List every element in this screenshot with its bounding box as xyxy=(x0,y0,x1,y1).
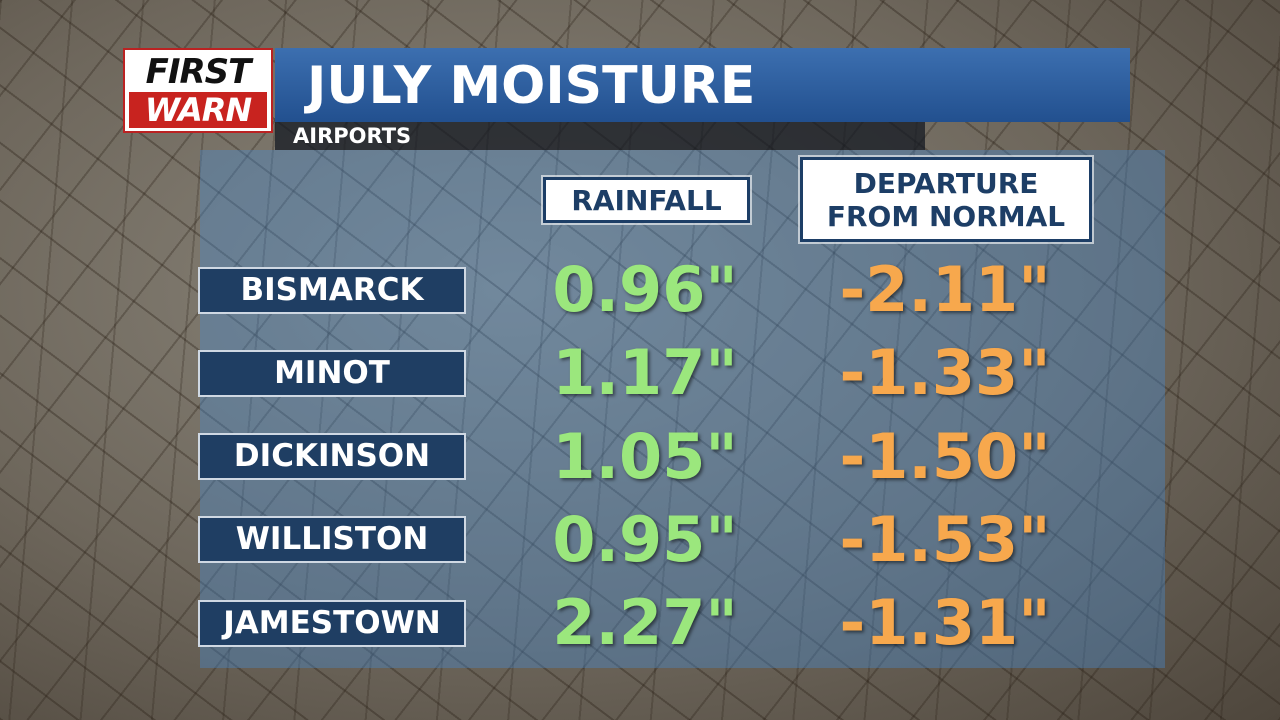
logo-first: FIRST xyxy=(145,52,252,92)
rainfall-value: 1.17" xyxy=(552,336,738,410)
departure-value: -1.31" xyxy=(839,586,1051,660)
column-header: RAINFALL xyxy=(543,177,750,223)
city-label: WILLISTON xyxy=(198,516,466,564)
city-label: JAMESTOWN xyxy=(198,599,466,647)
city-label: BISMARCK xyxy=(198,266,466,314)
departure-value: -1.50" xyxy=(839,419,1051,493)
rainfall-value: 1.05" xyxy=(552,419,738,493)
city-label: MINOT xyxy=(198,349,466,397)
departure-value: -1.53" xyxy=(839,502,1051,576)
column-header: DEPARTURE FROM NORMAL xyxy=(800,157,1092,242)
logo: FIRST WARN xyxy=(123,48,273,133)
title-bar: JULY MOISTURE xyxy=(275,48,1130,122)
subtitle-bar: AIRPORTS xyxy=(275,122,925,150)
departure-value: -2.11" xyxy=(839,253,1051,326)
rainfall-value: 0.95" xyxy=(552,502,738,576)
logo-warn: WARN xyxy=(129,92,267,128)
subtitle: AIRPORTS xyxy=(293,124,412,148)
rainfall-value: 2.27" xyxy=(552,586,738,660)
city-label: DICKINSON xyxy=(198,433,466,481)
title: JULY MOISTURE xyxy=(307,56,756,116)
rainfall-value: 0.96" xyxy=(552,253,738,326)
departure-value: -1.33" xyxy=(839,336,1051,410)
